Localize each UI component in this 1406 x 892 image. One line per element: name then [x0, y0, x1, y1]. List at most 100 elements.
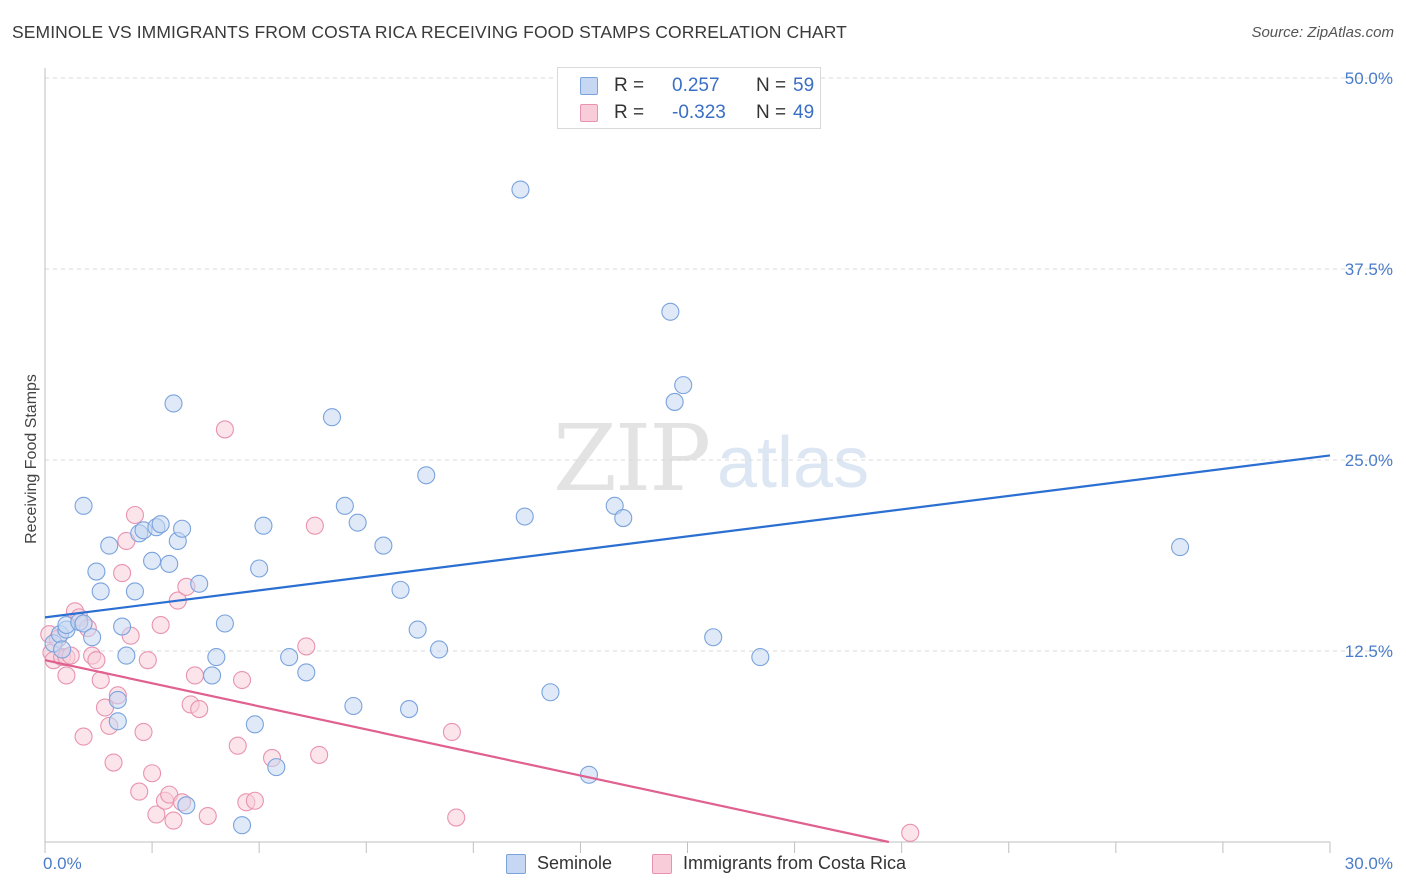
- costa-rica-point: [87, 651, 106, 670]
- costa-rica-point: [228, 736, 247, 755]
- y-tick-label: 50.0%: [1345, 69, 1393, 88]
- seminole-point: [164, 394, 183, 413]
- costa-rica-point: [185, 666, 204, 685]
- r-label: R =: [614, 75, 645, 96]
- costa-rica-point: [305, 516, 324, 535]
- r-value: -0.323: [672, 102, 726, 123]
- seminole-point: [614, 509, 633, 528]
- series-costa-rica-points: [40, 420, 920, 842]
- seminole-point: [511, 180, 530, 199]
- costa-rica-point: [125, 505, 144, 525]
- watermark-zip: ZIP: [553, 405, 711, 512]
- seminole-point: [74, 496, 93, 515]
- seminole-point: [417, 466, 436, 485]
- seminole-point: [125, 582, 144, 601]
- seminole-point: [232, 816, 252, 835]
- x-tick-label: 0.0%: [43, 854, 82, 873]
- seminole-point: [91, 582, 110, 601]
- seminole-point: [108, 690, 127, 709]
- seminole-trend-line: [44, 454, 1331, 619]
- seminole-point: [661, 302, 680, 321]
- watermark-atlas: atlas: [717, 423, 870, 503]
- seminole-point: [177, 796, 196, 815]
- n-label: N =: [756, 75, 787, 96]
- seminole-point: [143, 551, 162, 570]
- seminole-point: [53, 640, 72, 659]
- costa-rica-point: [151, 615, 170, 635]
- seminole-point: [1171, 538, 1190, 557]
- x-tick-label: 30.0%: [1345, 854, 1393, 873]
- seminole-point: [160, 554, 179, 573]
- costa-rica-point: [143, 764, 162, 783]
- costa-rica-point: [901, 823, 920, 842]
- seminole-point: [605, 496, 624, 515]
- n-value: 49: [793, 102, 815, 123]
- costa-rica-trend-line: [44, 659, 890, 844]
- tick-labels: 12.5% 25.0% 37.5% 50.0% 0.0% 30.0% Receiving F…: [23, 69, 1393, 873]
- seminole-point: [674, 376, 693, 395]
- costa-rica-point: [134, 722, 153, 742]
- y-axis-label: Receiving Food Stamps: [23, 374, 40, 544]
- seminole-swatch: [580, 77, 598, 95]
- seminole-point: [83, 628, 102, 647]
- seminole-point: [515, 507, 534, 526]
- seminole-point: [348, 513, 367, 532]
- seminole-point: [267, 758, 286, 777]
- costa-rica-point: [245, 791, 264, 810]
- y-tick-label: 12.5%: [1345, 642, 1393, 661]
- seminole-point: [117, 646, 136, 665]
- costa-rica-point: [232, 670, 252, 690]
- seminole-point: [215, 614, 234, 633]
- costa-rica-point: [130, 782, 149, 801]
- costa-rica-point: [442, 722, 461, 742]
- costa-rica-point: [57, 666, 76, 685]
- costa-rica-point: [164, 811, 183, 830]
- seminole-point: [87, 562, 106, 581]
- seminole-point: [207, 648, 226, 667]
- seminole-point: [250, 559, 269, 578]
- seminole-point: [400, 700, 419, 719]
- costa-rica-point: [310, 745, 329, 764]
- seminole-point: [173, 519, 192, 538]
- seminole-point: [254, 516, 273, 535]
- costa-rica-point: [297, 637, 316, 656]
- costa-rica-point: [113, 564, 132, 583]
- n-label: N =: [756, 102, 787, 123]
- seminole-point: [190, 574, 209, 593]
- chart-title: SEMINOLE VS IMMIGRANTS FROM COSTA RICA R…: [12, 22, 847, 42]
- seminole-point: [751, 648, 770, 667]
- seminole-point: [203, 666, 222, 685]
- n-value: 59: [793, 75, 815, 96]
- seminole-point: [113, 617, 132, 636]
- seminole-point: [74, 614, 93, 633]
- costa-rica-point: [74, 727, 93, 746]
- series-seminole-points: [44, 180, 1190, 835]
- series-legend: Seminole Immigrants from Costa Rica: [0, 852, 1406, 878]
- costa-rica-swatch: [652, 854, 672, 874]
- seminole-point: [245, 715, 264, 734]
- seminole-point: [297, 663, 316, 682]
- seminole-point: [374, 536, 393, 555]
- r-value: 0.257: [672, 75, 720, 96]
- stats-legend: R = 0.257 N = 59 R = -0.323 N = 49: [557, 67, 821, 129]
- y-tick-label: 37.5%: [1345, 260, 1393, 279]
- legend-label: Immigrants from Costa Rica: [683, 853, 907, 873]
- grid-lines: [45, 77, 1392, 652]
- costa-rica-point: [104, 753, 123, 772]
- costa-rica-point: [198, 806, 217, 826]
- seminole-point: [430, 640, 449, 659]
- axes: [44, 68, 1331, 853]
- source-label: Source: ZipAtlas.com: [1251, 24, 1394, 41]
- seminole-point: [665, 392, 684, 411]
- seminole-point: [579, 765, 599, 784]
- costa-rica-point: [215, 420, 234, 439]
- costa-rica-point: [138, 651, 157, 670]
- seminole-point: [108, 712, 127, 731]
- seminole-swatch: [506, 854, 526, 874]
- costa-rica-point: [447, 808, 466, 827]
- seminole-point: [408, 620, 427, 639]
- seminole-point: [322, 408, 342, 427]
- seminole-point: [335, 496, 354, 515]
- trend-lines: [44, 454, 1331, 844]
